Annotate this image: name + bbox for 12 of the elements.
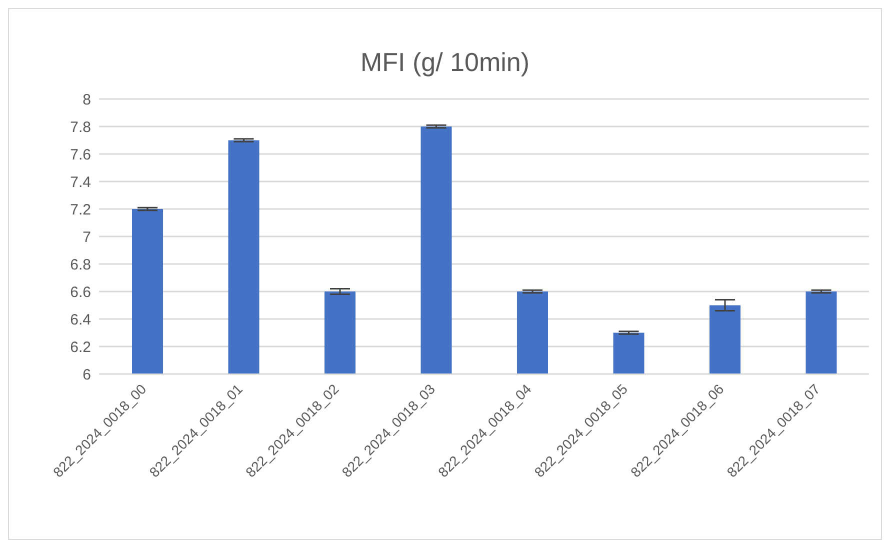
y-tick-label: 6 [82, 366, 91, 384]
y-tick-label: 8 [82, 91, 91, 108]
y-tick-label: 6.4 [70, 311, 91, 328]
y-tick-label: 7 [82, 228, 91, 246]
y-tick-label: 6.6 [70, 284, 91, 301]
chart-title: MFI (g/ 10min) [359, 47, 531, 79]
y-tick-label: 7.6 [70, 146, 91, 164]
y-tick-label: 7.2 [70, 201, 91, 218]
y-tick-label: 6.2 [70, 338, 91, 356]
y-tick-label: 7.4 [70, 174, 91, 191]
y-tick-label: 7.8 [70, 118, 91, 136]
y-tick-label: 6.8 [70, 256, 91, 274]
